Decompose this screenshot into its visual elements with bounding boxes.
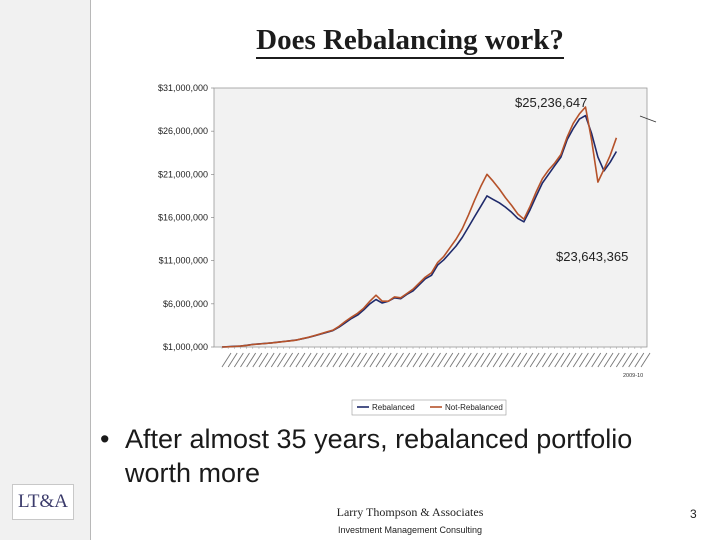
chart-svg: $31,000,000 $26,000,000 $21,000,000 $16,000… bbox=[158, 83, 657, 416]
legend-label-rebalanced: Rebalanced bbox=[372, 403, 415, 412]
page-number: 3 bbox=[690, 507, 697, 521]
plot-area bbox=[213, 87, 648, 348]
x-tick-label bbox=[295, 352, 306, 368]
x-tick-label bbox=[307, 352, 318, 368]
y-tick-label: $1,000,000 bbox=[163, 342, 208, 352]
x-tick-label bbox=[566, 352, 577, 368]
slide-title-text: Does Rebalancing work? bbox=[256, 24, 564, 59]
x-tick-label bbox=[369, 352, 380, 368]
x-tick-label bbox=[233, 352, 244, 368]
x-tick-label bbox=[517, 352, 528, 368]
legend-label-not-rebalanced: Not-Rebalanced bbox=[445, 403, 503, 412]
x-tick-label bbox=[424, 352, 435, 368]
x-tick-label bbox=[548, 352, 558, 368]
bullet-marker: • bbox=[100, 424, 110, 454]
x-tick-label bbox=[505, 352, 515, 368]
x-tick-label bbox=[357, 352, 367, 368]
x-tick-label bbox=[449, 352, 460, 368]
annotation-rebalanced: $23,643,365 bbox=[556, 249, 628, 264]
line-chart: $31,000,000 $26,000,000 $21,000,000 $16,000… bbox=[140, 76, 670, 421]
annotation-not-rebalanced: $25,236,647 bbox=[515, 95, 587, 110]
x-tick-label bbox=[326, 352, 337, 368]
x-tick-label bbox=[221, 352, 232, 368]
x-tick-label bbox=[492, 352, 503, 368]
x-tick-label bbox=[270, 352, 281, 368]
x-tick-label bbox=[314, 352, 324, 368]
x-tick-label bbox=[412, 352, 423, 368]
x-tick-label bbox=[554, 352, 565, 368]
x-tick-label bbox=[332, 352, 343, 368]
x-tick-label bbox=[400, 352, 411, 368]
x-tick-label bbox=[603, 352, 614, 368]
x-tick-label bbox=[283, 352, 293, 368]
x-tick-label bbox=[351, 352, 361, 368]
x-tick-label bbox=[240, 352, 250, 368]
annotation-pointer-line bbox=[639, 115, 657, 123]
x-tick-label bbox=[591, 352, 602, 368]
x-tick-label bbox=[375, 352, 386, 368]
x-tick-label bbox=[609, 352, 620, 368]
x-tick-label bbox=[387, 352, 398, 368]
y-tick-label: $6,000,000 bbox=[163, 299, 208, 309]
x-tick-label bbox=[640, 352, 651, 368]
x-tick-label bbox=[498, 352, 509, 368]
x-tick-label bbox=[615, 352, 626, 368]
x-tick-label bbox=[227, 352, 238, 368]
company-logo: LT&A bbox=[12, 484, 74, 520]
bullet-text: After almost 35 years, rebalanced portfo… bbox=[125, 424, 633, 488]
x-tick-label bbox=[418, 352, 429, 368]
x-tick-label bbox=[560, 352, 571, 368]
logo-text: LT&A bbox=[18, 491, 68, 512]
x-tick-label bbox=[246, 352, 257, 368]
x-tick-label bbox=[529, 352, 540, 368]
x-tick-label bbox=[535, 352, 546, 368]
x-tick-label bbox=[381, 352, 392, 368]
left-sidebar-panel bbox=[0, 0, 91, 540]
y-tick-label: $21,000,000 bbox=[158, 169, 208, 179]
slide-title: Does Rebalancing work? bbox=[100, 24, 720, 59]
x-tick-label bbox=[406, 352, 417, 368]
x-tick-label bbox=[252, 352, 263, 368]
y-tick-label: $16,000,000 bbox=[158, 213, 208, 223]
x-tick-label bbox=[486, 352, 497, 368]
x-tick-label-last: 2009-10 bbox=[623, 373, 643, 379]
x-tick-label bbox=[628, 352, 639, 368]
y-tick-label: $11,000,000 bbox=[159, 256, 208, 266]
x-tick-label bbox=[585, 352, 595, 368]
y-tick-label: $26,000,000 bbox=[158, 126, 208, 136]
x-tick-label bbox=[511, 352, 521, 368]
x-tick-label bbox=[264, 352, 275, 368]
x-tick-label bbox=[634, 352, 645, 368]
x-tick-label bbox=[461, 352, 472, 368]
x-tick-label bbox=[572, 352, 583, 368]
x-tick-label bbox=[437, 352, 448, 368]
x-tick-label bbox=[289, 352, 300, 368]
footer-firm-name: Larry Thompson & Associates bbox=[336, 505, 484, 519]
x-tick-label bbox=[455, 352, 466, 368]
x-tick-label bbox=[277, 352, 287, 368]
x-tick-label bbox=[443, 352, 454, 368]
footer-tagline: Investment Management Consulting bbox=[337, 525, 483, 535]
x-tick-label bbox=[597, 352, 608, 368]
x-tick-label bbox=[523, 352, 534, 368]
x-tick-label bbox=[394, 352, 404, 368]
x-tick-label bbox=[622, 352, 632, 368]
x-tick-label bbox=[468, 352, 478, 368]
y-tick-label: $31,000,000 bbox=[158, 83, 208, 93]
x-tick-label bbox=[474, 352, 485, 368]
x-tick-label bbox=[480, 352, 491, 368]
x-tick-label bbox=[431, 352, 441, 368]
x-tick-label bbox=[542, 352, 552, 368]
x-tick-label bbox=[344, 352, 355, 368]
x-tick-label bbox=[258, 352, 269, 368]
series-line-not-rebalanced bbox=[221, 106, 618, 348]
x-tick-label bbox=[320, 352, 330, 368]
x-tick-label bbox=[301, 352, 312, 368]
legend-box bbox=[351, 399, 507, 416]
x-tick-label bbox=[579, 352, 589, 368]
x-tick-label bbox=[363, 352, 374, 368]
x-tick-label bbox=[338, 352, 349, 368]
